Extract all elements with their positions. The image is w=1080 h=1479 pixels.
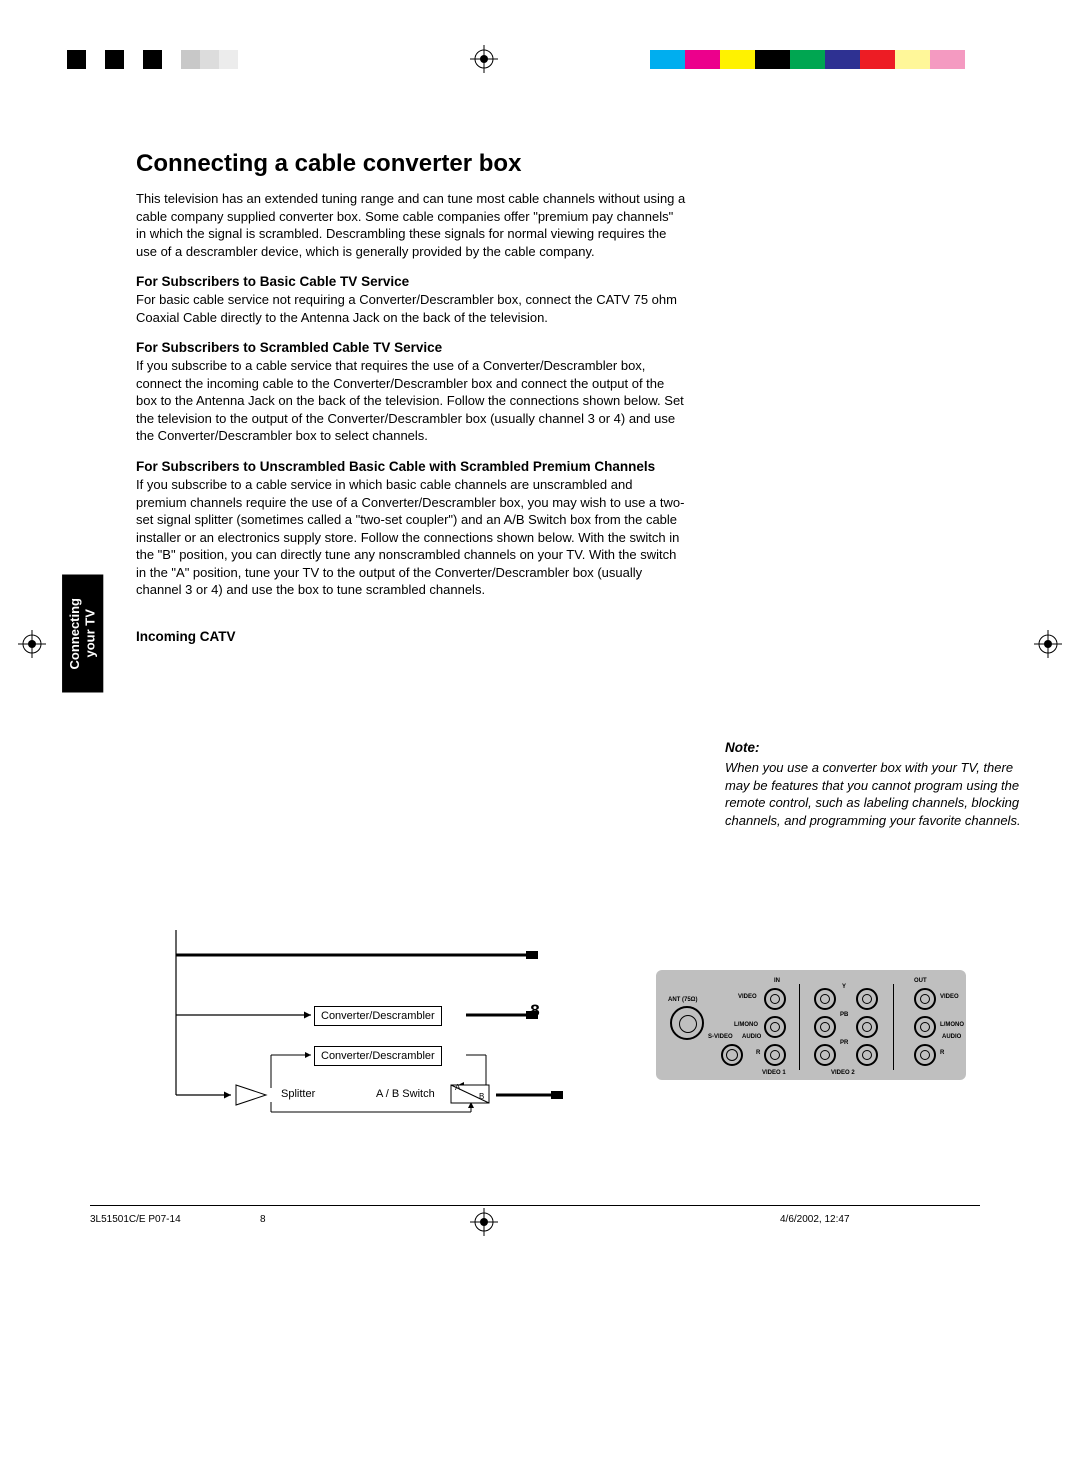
panel-svideo-label: S-VIDEO <box>708 1034 733 1040</box>
note-title: Note: <box>725 740 1025 755</box>
incoming-catv-label: Incoming CATV <box>136 629 686 644</box>
panel-jack-lmono-out <box>914 1016 936 1038</box>
registration-mark-left <box>18 630 46 663</box>
panel-jack-video-in1 <box>764 988 786 1010</box>
panel-jack-pr <box>814 1044 836 1066</box>
panel-jack-r-in1 <box>764 1044 786 1066</box>
connection-diagram: Converter/Descrambler Converter/Descramb… <box>136 920 976 1200</box>
panel-video-out-label: VIDEO <box>940 994 959 1000</box>
note-box: Note: When you use a converter box with … <box>725 740 1025 829</box>
panel-audio-label: AUDIO <box>742 1034 761 1040</box>
panel-r-out-label: R <box>940 1050 944 1056</box>
panel-jack-r-in2 <box>856 1044 878 1066</box>
panel-lmono-label: L/MONO <box>734 1022 758 1028</box>
registration-mark-right <box>1034 630 1062 663</box>
diagram-box-converter2: Converter/Descrambler <box>314 1046 442 1066</box>
panel-audio-out-label: AUDIO <box>942 1034 961 1040</box>
main-column: This television has an extended tuning r… <box>136 190 686 644</box>
panel-pr-label: PR <box>840 1040 848 1046</box>
panel-r-label: R <box>756 1050 760 1056</box>
panel-jack-pb <box>814 1016 836 1038</box>
panel-jack-r-out <box>914 1044 936 1066</box>
page-number: 8 <box>530 1001 539 1021</box>
panel-y-label: Y <box>842 984 846 990</box>
panel-ant-label: ANT (75Ω) <box>668 997 697 1003</box>
panel-jack-y <box>814 988 836 1010</box>
diagram-switch-b: B <box>479 1092 484 1101</box>
sub1-body: For basic cable service not requiring a … <box>136 291 686 326</box>
footer-right: 4/6/2002, 12:47 <box>780 1214 980 1225</box>
panel-jack-video-out <box>914 988 936 1010</box>
panel-out-label: OUT <box>914 978 927 984</box>
diagram-splitter-label: Splitter <box>281 1088 315 1100</box>
footer: 3L51501C/E P07-14 8 4/6/2002, 12:47 <box>90 1205 980 1225</box>
panel-video1-label: VIDEO 1 <box>762 1070 786 1076</box>
registration-blocks-bw <box>67 50 238 69</box>
panel-lmono-out-label: L/MONO <box>940 1022 964 1028</box>
registration-blocks-color <box>650 50 965 69</box>
page-content: Connecting your TV Connecting a cable co… <box>90 150 980 646</box>
panel-jack-lmono-in1 <box>764 1016 786 1038</box>
footer-mid: 8 <box>260 1214 460 1225</box>
panel-jack-lmono-in2 <box>856 1016 878 1038</box>
panel-video2-label: VIDEO 2 <box>831 1070 855 1076</box>
tv-rear-panel: ANT (75Ω) IN OUT VIDEO L/MONO <box>656 970 966 1080</box>
intro-paragraph: This television has an extended tuning r… <box>136 190 686 260</box>
sub3-title: For Subscribers to Unscrambled Basic Cab… <box>136 459 686 474</box>
section-tab-line1: Connecting your TV <box>67 598 98 670</box>
diagram-switch-a: A <box>455 1083 460 1092</box>
page-title: Connecting a cable converter box <box>136 150 980 178</box>
registration-mark-top <box>470 45 498 78</box>
panel-pb-label: PB <box>840 1012 848 1018</box>
sub1-title: For Subscribers to Basic Cable TV Servic… <box>136 274 686 289</box>
panel-in-label: IN <box>774 978 780 984</box>
note-body: When you use a converter box with your T… <box>725 759 1025 829</box>
diagram-abswitch-label: A / B Switch <box>376 1088 435 1100</box>
sub2-title: For Subscribers to Scrambled Cable TV Se… <box>136 340 686 355</box>
diagram-box-converter1: Converter/Descrambler <box>314 1006 442 1026</box>
panel-jack-svideo <box>721 1044 743 1066</box>
sub2-body: If you subscribe to a cable service that… <box>136 357 686 445</box>
panel-jack-video-in2 <box>856 988 878 1010</box>
panel-video-label: VIDEO <box>738 994 757 1000</box>
panel-ant-jack <box>670 1006 704 1040</box>
sub3-body: If you subscribe to a cable service in w… <box>136 476 686 599</box>
section-tab: Connecting your TV <box>62 575 103 693</box>
